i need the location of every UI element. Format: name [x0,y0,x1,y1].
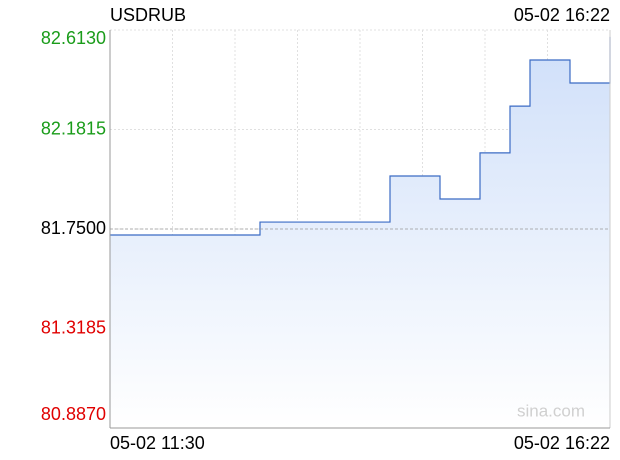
y-tick-label: 82.6130 [41,28,106,48]
watermark: sina.com [517,401,585,420]
y-tick-label: 81.3185 [41,317,106,337]
chart-title: USDRUB [110,5,186,25]
x-tick-label: 05-02 16:22 [514,433,610,453]
header-time: 05-02 16:22 [514,5,610,25]
y-tick-label: 80.8870 [41,404,106,424]
line [110,36,611,236]
x-tick-label: 05-02 11:30 [110,433,205,453]
y-tick-label: 82.1815 [41,118,106,138]
area [110,36,610,429]
y-tick-label: 81.7500 [41,218,106,238]
